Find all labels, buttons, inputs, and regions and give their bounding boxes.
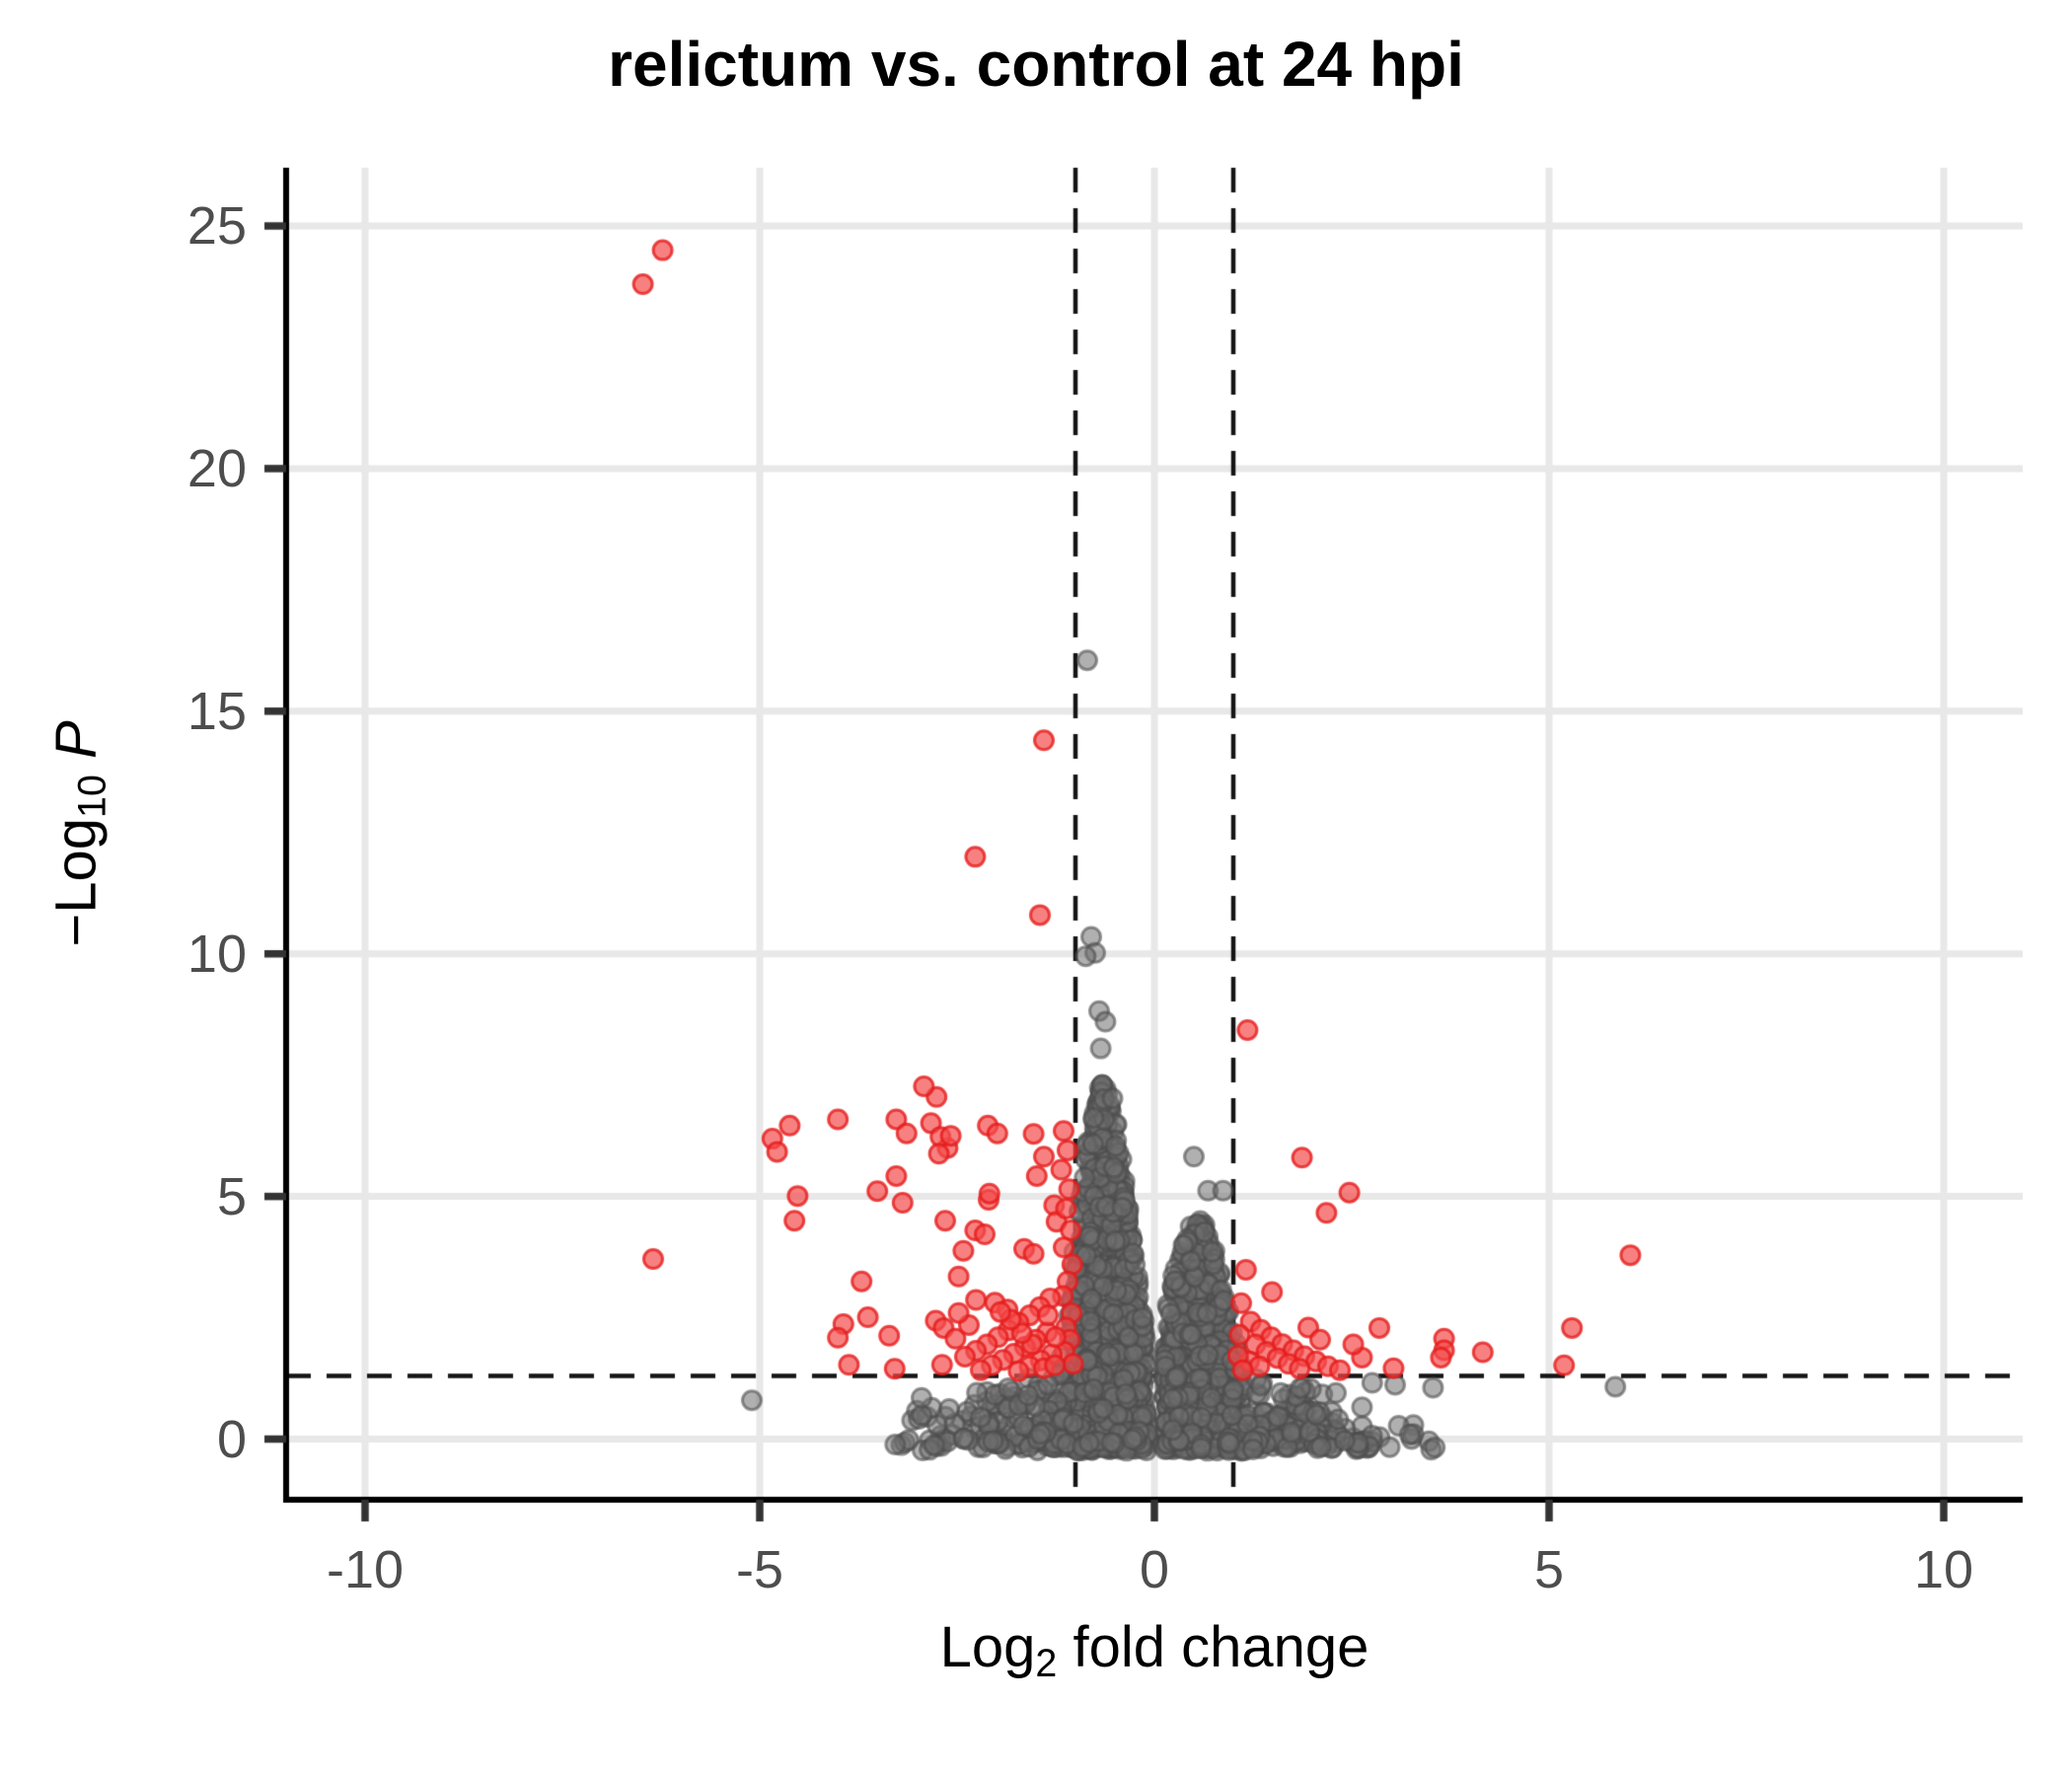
x-tick-label--10: -10 [326,1540,405,1599]
y-tick-label-10: 10 [186,924,247,984]
x-axis-title-subscript: 2 [1035,1641,1058,1685]
x-tick-label-0: 0 [1139,1540,1170,1599]
y-tick-label-20: 20 [186,438,247,498]
y-axis-title-space [44,759,109,775]
x-tick-label-5: 5 [1533,1540,1565,1599]
chart-title: relictum vs. control at 24 hpi [608,29,1464,100]
y-axis-title-main: Log [43,818,109,914]
x-axis-title-main: Log [939,1615,1036,1679]
x-axis-title-tail: fold change [1057,1615,1369,1679]
y-axis-title: −Log10 P [43,720,115,946]
y-tick-label-15: 15 [186,681,247,741]
x-axis-title: Log2 fold change [940,1614,1369,1686]
y-axis-title-subscript: 10 [70,775,114,819]
x-tick-label--5: -5 [735,1540,783,1599]
y-tick-label-5: 5 [216,1166,247,1226]
y-tick-label-25: 25 [186,196,247,257]
x-tick-label-10: 10 [1913,1540,1974,1599]
y-tick-label-0: 0 [216,1409,247,1469]
